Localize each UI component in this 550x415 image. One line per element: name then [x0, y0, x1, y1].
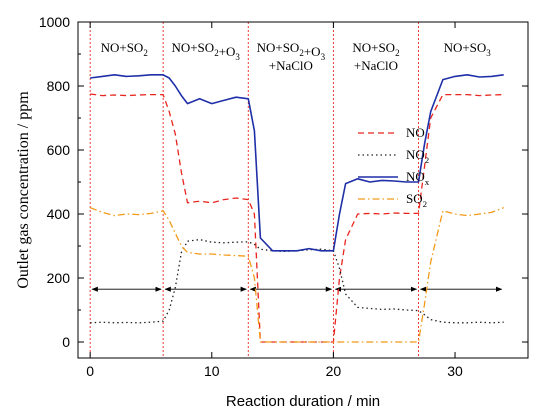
phase-label: +NaClO	[269, 58, 313, 73]
y-tick-label: 600	[47, 142, 71, 158]
x-axis-label: Reaction duration / min	[226, 393, 380, 410]
series-layer	[89, 74, 504, 343]
y-tick-label: 200	[47, 270, 71, 286]
y-tick-label: 800	[47, 78, 71, 94]
series-line-so2	[89, 206, 504, 343]
series-line-no2	[90, 238, 504, 324]
legend-label: NOx	[406, 169, 430, 187]
series-line-no	[90, 93, 504, 343]
plot-frame	[77, 21, 529, 359]
y-axis-label: Outlet gas concentration / ppm	[15, 91, 32, 289]
legend: NO NO2 NOx SO2	[358, 125, 430, 209]
phase-boundary-layer	[89, 22, 419, 358]
x-tick-label: 30	[447, 363, 463, 379]
y-tick-label: 400	[47, 206, 71, 222]
x-tick-label: 0	[86, 363, 94, 379]
x-tick-label: 20	[326, 363, 342, 379]
phase-label-layer: NO+SO2 NO+SO2+O3NO+SO2+O3+NaClONO+SO2+NaC…	[101, 40, 492, 73]
y-tick-label: 0	[62, 334, 70, 350]
phase-label: +NaClO	[354, 58, 398, 73]
axes-layer: 0 10 20 30 0 200 400 600 800 1000	[39, 14, 528, 379]
phase-label: NO+SO2+O3	[257, 40, 326, 62]
phase-label: NO+SO2+O3	[171, 40, 240, 62]
phase-label: NO+SO3	[444, 40, 492, 58]
phase-label: NO+SO2	[352, 40, 399, 58]
x-tick-label: 10	[204, 363, 220, 379]
legend-label: SO2	[406, 191, 427, 209]
y-tick-label: 1000	[39, 14, 70, 30]
legend-label: NO	[406, 125, 425, 140]
legend-label: NO2	[406, 147, 429, 165]
series-line-nox	[90, 74, 504, 252]
phase-label: NO+SO2	[101, 40, 148, 58]
